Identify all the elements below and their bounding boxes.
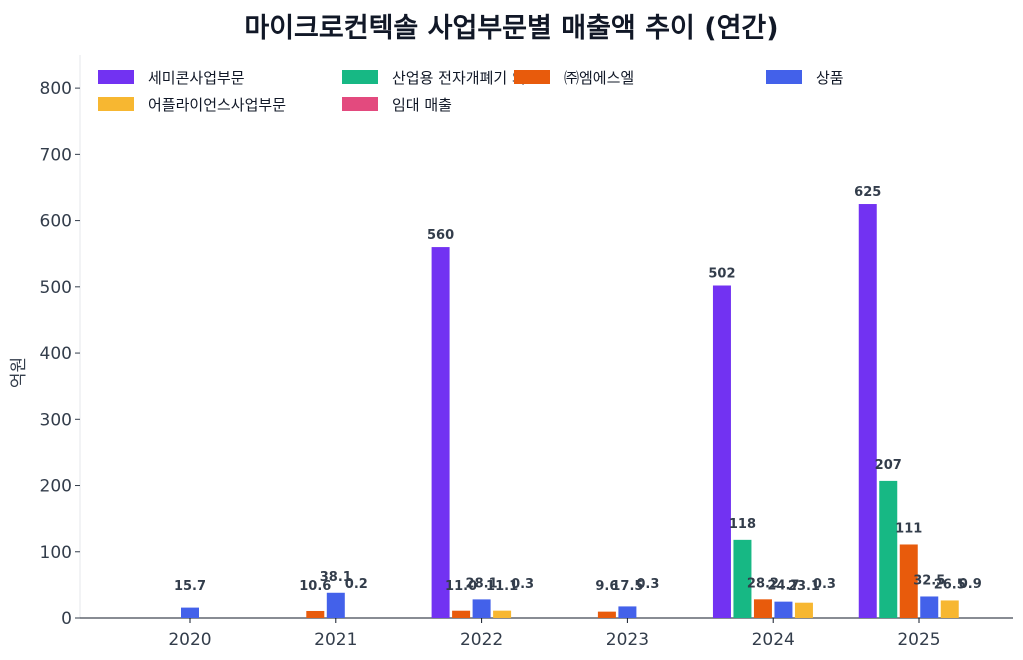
legend-label-2: ㈜엠에스엘	[564, 69, 634, 87]
data-label-2022-series-5: 0.3	[511, 577, 534, 592]
data-label-2023-series-3: 17.5	[611, 579, 643, 594]
data-label-2025-series-1: 207	[875, 458, 902, 473]
y-tick-label: 700	[40, 145, 72, 165]
data-label-2023-series-5: 0.3	[636, 577, 659, 592]
data-label-2024-series-1: 118	[729, 517, 756, 532]
bar-2022-series-2	[452, 610, 471, 618]
data-label-2021-series-3: 38.1	[320, 570, 352, 585]
data-label-2024-series-5: 0.3	[813, 577, 836, 592]
data-label-2021-series-5: 0.2	[345, 577, 368, 592]
y-tick-label: 800	[40, 79, 72, 99]
bar-2024-series-3	[774, 601, 793, 618]
bar-2023-series-2	[597, 611, 616, 618]
y-tick-label: 0	[61, 609, 72, 629]
data-label-2022-series-4: 11.1	[486, 579, 518, 594]
legend-swatch-5	[342, 97, 378, 111]
bar-2024-series-1	[733, 539, 752, 618]
bar-2023-series-3	[618, 606, 637, 618]
data-label-2025-series-0: 625	[854, 185, 881, 200]
data-label-2022-series-2: 11.0	[445, 579, 477, 594]
x-tick-label: 2025	[897, 630, 940, 650]
legend-swatch-1	[342, 70, 378, 84]
data-label-2025-series-4: 26.5	[934, 577, 966, 592]
bar-2020-series-3	[181, 607, 199, 618]
data-label-2024-series-4: 23.1	[788, 579, 820, 594]
bar-2022-series-3	[472, 599, 491, 618]
legend-label-4: 어플라이언스사업부문	[148, 96, 286, 114]
data-label-2025-series-5: 0.9	[959, 577, 982, 592]
y-axis-title: 억원	[9, 357, 29, 388]
x-tick-label: 2022	[460, 630, 503, 650]
bar-2024-series-4	[794, 602, 813, 618]
y-tick-label: 100	[40, 543, 72, 563]
chart-title: 마이크로컨텍솔 사업부문별 매출액 추이 (연간)	[244, 13, 779, 44]
y-tick-label: 400	[40, 344, 72, 364]
legend-label-3: 상품	[816, 69, 844, 87]
x-tick-label: 2021	[314, 630, 357, 650]
x-tick-label: 2024	[752, 630, 795, 650]
bar-2024-series-0	[712, 285, 731, 618]
data-label-2020-series-3: 15.7	[174, 579, 206, 594]
data-label-2022-series-3: 28.1	[466, 576, 498, 591]
bar-2025-series-1	[879, 480, 898, 618]
data-label-2025-series-2: 111	[895, 521, 922, 536]
bar-2025-series-2	[899, 544, 918, 618]
x-tick-label: 2023	[606, 630, 649, 650]
data-label-2022-series-0: 560	[427, 228, 454, 243]
bar-2024-series-2	[753, 599, 772, 618]
legend-swatch-0	[98, 70, 134, 84]
data-label-2025-series-3: 32.5	[913, 573, 945, 588]
data-label-2024-series-0: 502	[708, 266, 735, 281]
data-label-2023-series-2: 9.6	[595, 579, 618, 594]
y-tick-label: 600	[40, 212, 72, 232]
bar-2021-series-3	[326, 592, 345, 618]
data-label-2024-series-3: 24.7	[767, 579, 799, 594]
y-tick-label: 500	[40, 278, 72, 298]
legend-label-0: 세미콘사업부문	[148, 69, 245, 87]
data-label-2024-series-2: 28.2	[747, 576, 779, 591]
legend-swatch-2	[514, 70, 550, 84]
data-label-2021-series-2: 10.6	[299, 579, 331, 594]
legend-swatch-3	[766, 70, 802, 84]
y-tick-label: 300	[40, 410, 72, 430]
bar-2025-series-4	[940, 600, 959, 618]
x-tick-label: 2020	[168, 630, 211, 650]
bar-2022-series-4	[493, 610, 512, 618]
legend-swatch-4	[98, 97, 134, 111]
bar-2025-series-0	[858, 204, 877, 618]
bar-2022-series-0	[431, 247, 450, 619]
legend-label-1: 산업용 전자개폐기 외	[392, 69, 526, 87]
legend-label-5: 임대 매출	[392, 96, 452, 114]
bar-2025-series-3	[920, 596, 939, 618]
y-tick-label: 200	[40, 477, 72, 497]
bar-2021-series-2	[306, 610, 325, 618]
